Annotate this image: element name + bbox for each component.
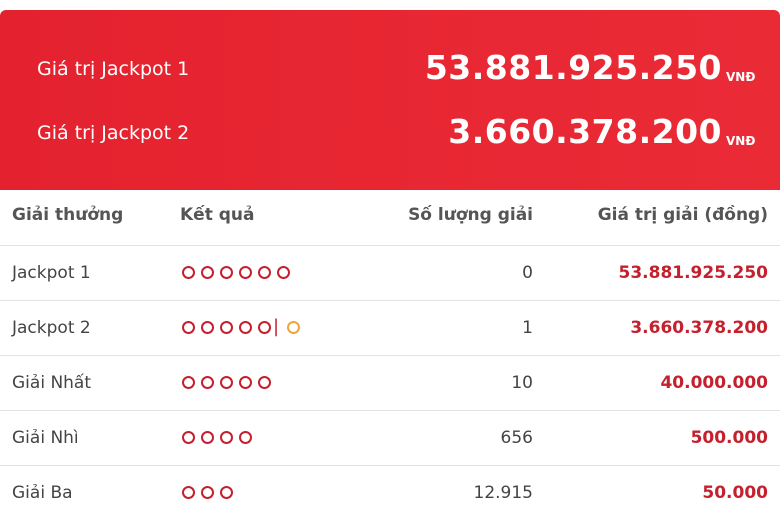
match-ring bbox=[258, 266, 271, 279]
match-ring bbox=[201, 321, 214, 334]
special-ring bbox=[287, 321, 300, 334]
prize-name: Giải Nhất bbox=[12, 373, 92, 393]
match-ring bbox=[220, 266, 233, 279]
prize-value: 40.000.000 bbox=[660, 373, 768, 393]
prize-count: 12.915 bbox=[473, 483, 533, 503]
table-row: Jackpot 2 | 1 3.660.378.200 bbox=[0, 300, 780, 356]
jackpot-unit: VNĐ bbox=[726, 70, 756, 84]
match-ring bbox=[182, 486, 195, 499]
match-ring bbox=[182, 266, 195, 279]
match-ring bbox=[201, 266, 214, 279]
column-header: Số lượng giải bbox=[408, 205, 533, 225]
match-ring bbox=[220, 321, 233, 334]
prize-value: 3.660.378.200 bbox=[630, 318, 768, 338]
match-ring bbox=[201, 431, 214, 444]
match-ring bbox=[239, 321, 252, 334]
prize-value: 500.000 bbox=[690, 428, 768, 448]
table-row: Jackpot 1 0 53.881.925.250 bbox=[0, 245, 780, 301]
jackpot-value: 3.660.378.200 bbox=[448, 112, 722, 151]
match-ring bbox=[239, 266, 252, 279]
match-ring bbox=[258, 321, 271, 334]
prize-count: 656 bbox=[500, 428, 533, 448]
jackpot-unit: VNĐ bbox=[726, 134, 756, 148]
table-row: Giải Nhì 656 500.000 bbox=[0, 410, 780, 466]
jackpot-label: Giá trị Jackpot 1 bbox=[37, 58, 190, 80]
match-ring bbox=[277, 266, 290, 279]
jackpot-value: 53.881.925.250 bbox=[424, 48, 722, 87]
prize-name: Jackpot 1 bbox=[12, 263, 91, 283]
match-ring bbox=[201, 376, 214, 389]
match-ring bbox=[239, 431, 252, 444]
match-ring bbox=[182, 376, 195, 389]
prize-value: 53.881.925.250 bbox=[618, 263, 769, 283]
jackpot-label: Giá trị Jackpot 2 bbox=[37, 122, 190, 144]
prize-value: 50.000 bbox=[702, 483, 768, 503]
match-ring bbox=[220, 376, 233, 389]
prize-count: 10 bbox=[511, 373, 533, 393]
table-row: Giải Nhất 10 40.000.000 bbox=[0, 355, 780, 411]
jackpot-banner: Giá trị Jackpot 1 53.881.925.250 VNĐ Giá tr… bbox=[0, 10, 780, 190]
match-ring bbox=[220, 486, 233, 499]
match-ring bbox=[239, 376, 252, 389]
separator: | bbox=[273, 316, 280, 337]
match-ring bbox=[258, 376, 271, 389]
prize-name: Jackpot 2 bbox=[12, 318, 91, 338]
prize-count: 0 bbox=[522, 263, 533, 283]
match-ring bbox=[201, 486, 214, 499]
column-header: Giải thưởng bbox=[12, 205, 124, 225]
prize-name: Giải Nhì bbox=[12, 428, 79, 448]
match-ring bbox=[220, 431, 233, 444]
match-ring bbox=[182, 431, 195, 444]
column-header: Giá trị giải (đồng) bbox=[597, 205, 768, 225]
column-header: Kết quả bbox=[180, 205, 255, 225]
match-ring bbox=[182, 321, 195, 334]
prize-count: 1 bbox=[522, 318, 533, 338]
table-row: Giải Ba 12.915 50.000 bbox=[0, 465, 780, 521]
prize-name: Giải Ba bbox=[12, 483, 73, 503]
